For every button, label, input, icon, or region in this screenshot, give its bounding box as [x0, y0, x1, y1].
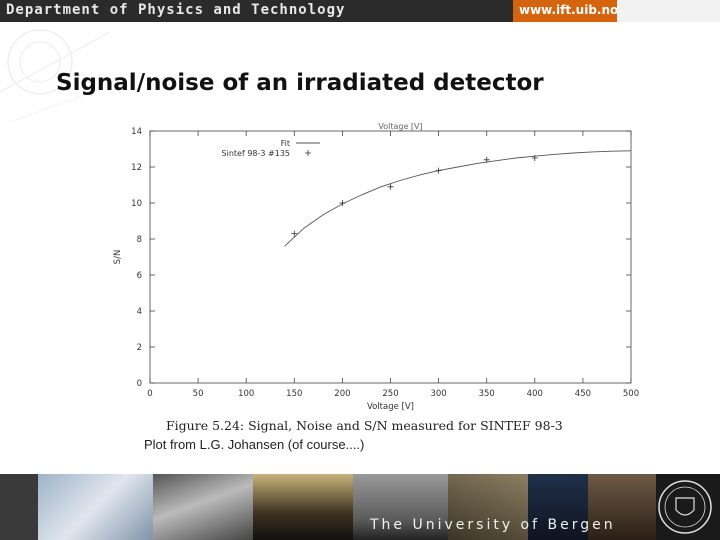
y-tick-label: 2 — [137, 343, 142, 353]
y-tick-label: 8 — [137, 235, 142, 245]
data-point — [483, 156, 490, 163]
x-tick-label: 400 — [527, 389, 543, 399]
university-crest-icon — [658, 480, 712, 534]
data-point — [435, 167, 442, 174]
x-tick-label: 450 — [575, 389, 591, 399]
plot-credit: Plot from L.G. Johansen (of course....) — [144, 437, 365, 452]
footer-photo-1 — [0, 474, 38, 540]
university-name: The University of Bergen — [370, 517, 616, 533]
footer-photo-7 — [528, 474, 588, 540]
footer-photo-8 — [588, 474, 656, 540]
data-point — [387, 183, 394, 190]
x-tick-label: 50 — [193, 389, 204, 399]
footer-crest-panel — [656, 474, 720, 540]
footer-photo-6 — [448, 474, 528, 540]
footer-photo-4 — [253, 474, 353, 540]
plot-frame — [149, 130, 632, 384]
x-tick-label: 250 — [382, 389, 398, 399]
y-tick-label: 14 — [131, 127, 142, 137]
y-axis-label: S/N — [113, 250, 123, 265]
sn-chart: 0 2 4 6 8 10 12 14 0 50 100 150 200 250 300 350 400 450 50… — [113, 122, 639, 412]
legend-label: Sintef 98-3 #135 — [222, 149, 290, 158]
slide-title: Signal/noise of an irradiated detector — [56, 70, 544, 96]
url-box: www.ift.uib.no — [513, 0, 619, 22]
footer-photo-3 — [153, 474, 253, 540]
header-bar: Department of Physics and Technology www… — [0, 0, 720, 22]
data-point — [339, 200, 346, 206]
data-point — [291, 230, 298, 237]
legend-swatch-marker — [305, 150, 311, 156]
y-tick-label: 0 — [137, 379, 142, 389]
x-axis-label: Voltage [V] — [367, 402, 414, 412]
x-tick-label: 500 — [623, 389, 639, 399]
website-link[interactable]: www.ift.uib.no — [519, 3, 619, 17]
footer-photo-2 — [38, 474, 153, 540]
decorative-watermark — [0, 29, 120, 123]
y-tick-label: 4 — [137, 307, 142, 317]
data-point — [531, 155, 538, 161]
footer-photo-5 — [353, 474, 448, 540]
department-name: Department of Physics and Technology — [6, 2, 346, 18]
y-tick-label: 12 — [131, 163, 142, 173]
x-tick-label: 100 — [238, 389, 254, 399]
y-tick-label: 6 — [137, 271, 142, 281]
x-tick-label: 200 — [334, 389, 350, 399]
legend-label: Fit — [281, 139, 290, 148]
footer-banner: The University of Bergen — [0, 474, 720, 540]
top-axis-label: Voltage [V] — [378, 122, 422, 131]
x-tick-label: 0 — [147, 389, 152, 399]
y-tick-label: 10 — [131, 199, 142, 209]
figure-caption: Figure 5.24: Signal, Noise and S/N measu… — [166, 418, 563, 433]
x-tick-label: 350 — [479, 389, 495, 399]
x-tick-label: 300 — [430, 389, 446, 399]
x-tick-label: 150 — [286, 389, 302, 399]
header-right-panel — [617, 0, 720, 22]
fit-curve — [284, 150, 632, 247]
